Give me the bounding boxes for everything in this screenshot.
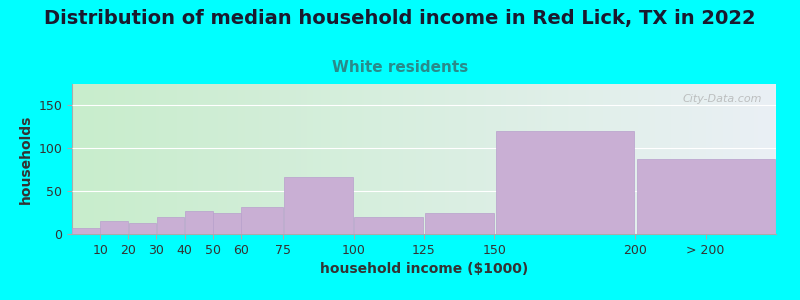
Bar [213,213,241,234]
Bar [242,207,282,234]
Text: City-Data.com: City-Data.com [682,94,762,104]
Text: White residents: White residents [332,60,468,75]
Bar [157,217,184,234]
Bar [72,228,100,234]
Bar [496,131,634,234]
X-axis label: household income ($1000): household income ($1000) [320,262,528,276]
Bar [284,177,353,234]
Bar [354,217,423,234]
Bar [185,211,213,234]
Bar [101,221,128,234]
Bar [425,213,494,234]
Bar [637,159,774,234]
Text: Distribution of median household income in Red Lick, TX in 2022: Distribution of median household income … [44,9,756,28]
Y-axis label: households: households [19,114,33,204]
Bar [129,223,156,234]
